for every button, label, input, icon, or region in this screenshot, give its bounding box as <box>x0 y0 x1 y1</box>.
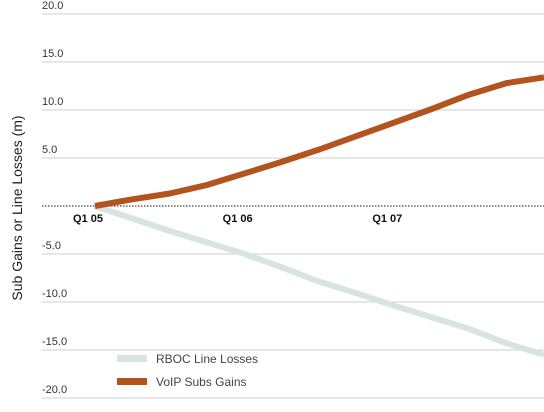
legend: RBOC Line Losses VoIP Subs Gains <box>117 352 258 389</box>
y-axis-label: Sub Gains or Line Losses (m) <box>9 115 25 300</box>
gridlines <box>42 13 544 399</box>
series-line <box>94 74 544 209</box>
legend-label: VoIP Subs Gains <box>156 375 247 389</box>
x-tick-label: Q1 07 <box>372 213 402 225</box>
x-tick-label: Q1 06 <box>223 213 253 225</box>
legend-swatch <box>117 378 147 385</box>
legend-swatch <box>117 355 147 362</box>
legend-label: RBOC Line Losses <box>156 352 258 366</box>
y-tick-label: 5.0 <box>42 144 57 156</box>
y-tick-label: -10.0 <box>42 288 67 300</box>
y-tick-label: 10.0 <box>42 96 63 108</box>
y-tick-labels: 20.0 15.0 10.0 5.0 -5.0 -10.0 -15.0 -20.0 <box>42 0 67 396</box>
y-tick-label: -20.0 <box>42 384 67 396</box>
y-tick-label: 20.0 <box>42 0 63 12</box>
x-tick-labels: Q1 05 Q1 06 Q1 07 <box>73 213 402 225</box>
y-tick-label: 15.0 <box>42 48 63 60</box>
series-line <box>94 203 544 358</box>
x-tick-label: Q1 05 <box>73 213 103 225</box>
y-tick-label: -15.0 <box>42 336 67 348</box>
series-lines <box>94 74 544 358</box>
y-tick-label: -5.0 <box>42 240 61 252</box>
